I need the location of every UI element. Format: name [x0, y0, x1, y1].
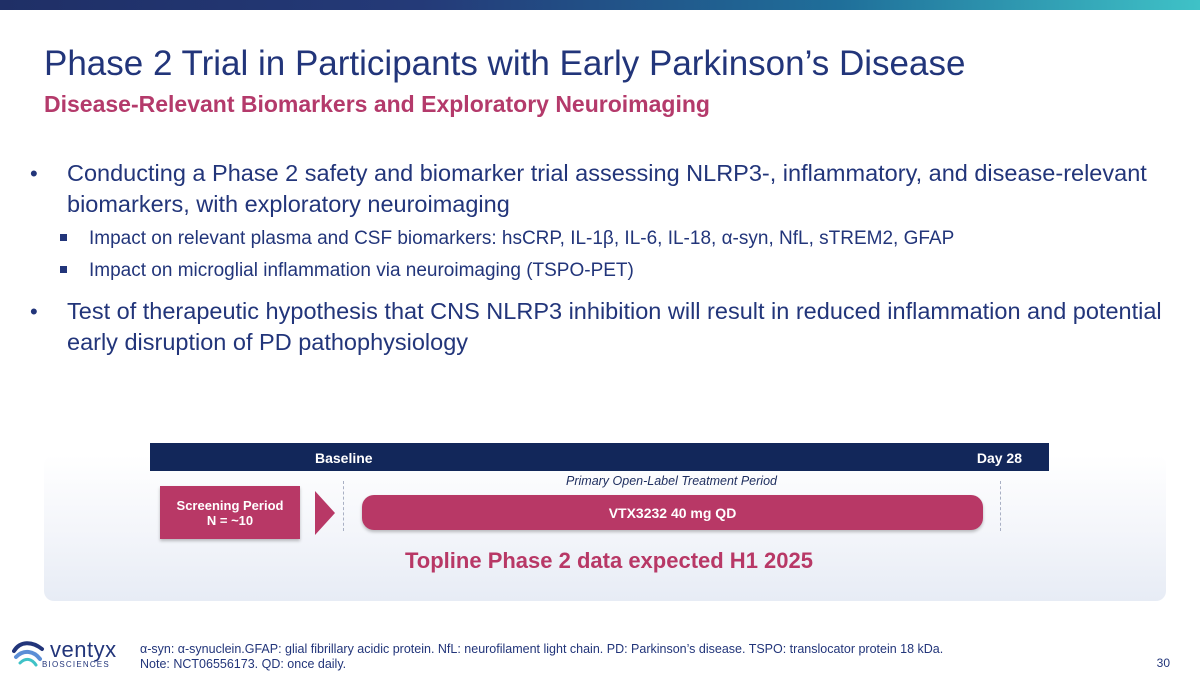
square-bullet-icon	[60, 266, 67, 273]
screening-n-label: N = ~10	[206, 512, 254, 528]
footnote-line: α-syn: α-synuclein.GFAP: glial fibrillar…	[140, 642, 944, 656]
logo-subtext: BIOSCIENCES	[42, 660, 110, 669]
square-bullet-icon	[60, 234, 67, 241]
treatment-period-label: Primary Open-Label Treatment Period	[566, 474, 777, 488]
treatment-label: VTX3232 40 mg QD	[608, 504, 737, 521]
sub-bullet-text: Impact on microglial inflammation via ne…	[89, 260, 634, 281]
sub-bullet-item: Impact on microglial inflammation via ne…	[30, 258, 1170, 284]
bullet-text: Conducting a Phase 2 safety and biomarke…	[67, 160, 1147, 217]
logo-wordmark: ventyx	[50, 637, 117, 662]
sub-bullet-item: Impact on relevant plasma and CSF biomar…	[30, 226, 1170, 252]
top-gradient-band	[0, 0, 1200, 10]
ventyx-logo-mark-icon	[12, 641, 44, 667]
bullet-glyph: •	[30, 299, 38, 324]
day-28-dashed-line	[1000, 481, 1001, 531]
bullet-item: • Conducting a Phase 2 safety and biomar…	[30, 158, 1170, 220]
footnote-line: Note: NCT06556173. QD: once daily.	[140, 657, 347, 671]
sub-bullet-text: Impact on relevant plasma and CSF biomar…	[89, 228, 955, 249]
footnote: α-syn: α-synuclein.GFAP: glial fibrillar…	[140, 642, 943, 672]
baseline-label: Baseline	[315, 450, 373, 466]
day-28-label: Day 28	[976, 450, 1022, 466]
screening-period-label: Screening Period	[176, 497, 284, 513]
treatment-bar: VTX3232 40 mg QD	[362, 495, 983, 530]
timeline-bar: Baseline Day 28	[150, 443, 1049, 471]
topline-data-callout: Topline Phase 2 data expected H1 2025	[405, 548, 813, 573]
bullet-glyph: •	[30, 161, 38, 186]
bullet-item: • Test of therapeutic hypothesis that CN…	[30, 296, 1170, 358]
bullet-text: Test of therapeutic hypothesis that CNS …	[67, 298, 1162, 355]
ventyx-logo: ventyx BIOSCIENCES	[12, 637, 116, 669]
screening-period-box: Screening Period N = ~10	[160, 486, 300, 539]
page-subtitle: Disease-Relevant Biomarkers and Explorat…	[44, 91, 710, 117]
bullet-list: • Conducting a Phase 2 safety and biomar…	[30, 158, 1170, 358]
arrow-right-icon	[315, 491, 335, 535]
page-title: Phase 2 Trial in Participants with Early…	[44, 44, 966, 83]
page-number: 30	[1156, 656, 1170, 670]
baseline-dashed-line	[343, 481, 344, 531]
